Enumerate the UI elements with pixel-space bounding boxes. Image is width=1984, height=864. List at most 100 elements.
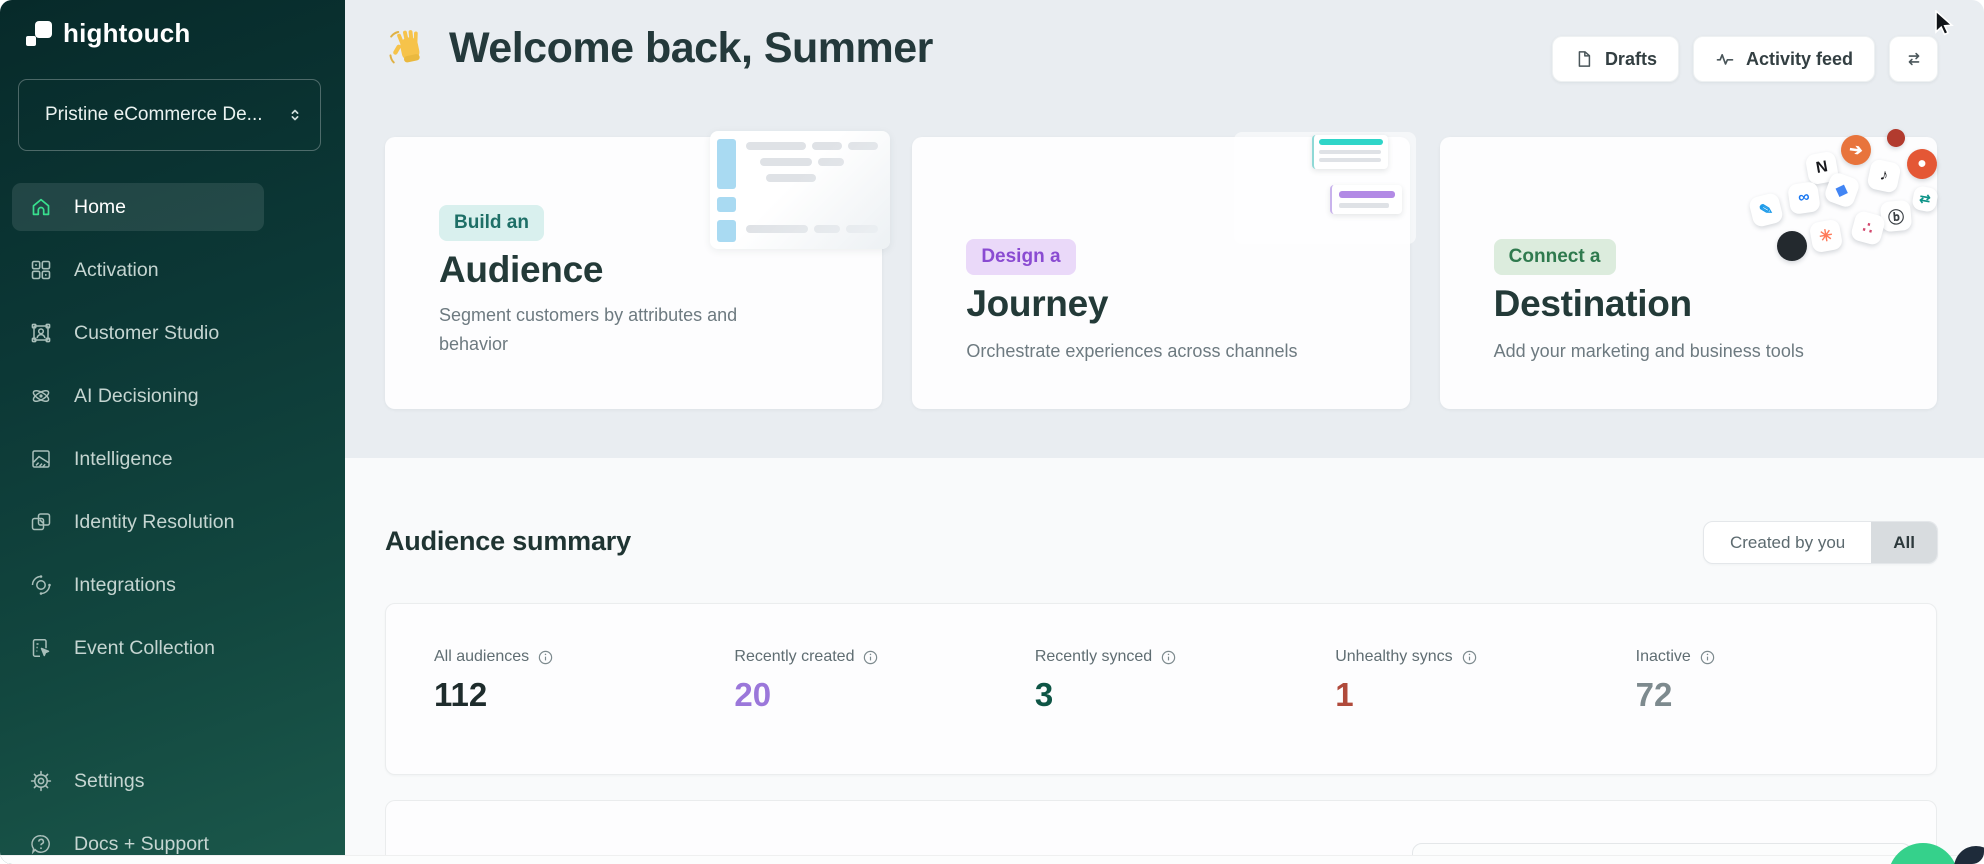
workspace-name: Pristine eCommerce De... [45, 104, 263, 125]
card-description: Segment customers by attributes and beha… [439, 305, 738, 354]
tiktok-logo-icon: ♪ [1866, 158, 1902, 194]
hightouch-logo[interactable]: hightouch [26, 18, 190, 49]
workspace-selector[interactable]: Pristine eCommerce De... [18, 79, 321, 151]
sidebar-item-label: Activation [74, 258, 159, 281]
sidebar-item-label: Integrations [74, 573, 176, 596]
document-icon [1574, 49, 1594, 69]
sidebar-item-label: Settings [74, 769, 145, 792]
hightouch-logo-icon [26, 20, 52, 47]
identity-resolution-icon [29, 510, 53, 534]
stat-unhealthy-syncs: Unhealthy syncs 1 [1335, 648, 1635, 774]
hubspot-logo-icon: ✳ [1808, 218, 1844, 254]
stat-value: 112 [434, 676, 488, 713]
audience-illustration [710, 131, 891, 249]
hightouch-logo-text: hightouch [63, 18, 191, 48]
sidebar-item-label: AI Decisioning [74, 384, 199, 407]
beacons-logo-icon: ⓑ [1879, 199, 1913, 233]
sidebar-item-home[interactable]: Home [12, 183, 264, 231]
greeting-text: Welcome back, Summer [449, 24, 933, 72]
filter-all[interactable]: All [1871, 522, 1937, 563]
stat-value: 72 [1635, 676, 1673, 713]
activation-icon [29, 258, 53, 282]
scribble-logo-icon: ✎ [1747, 191, 1785, 229]
sidebar-item-ai-decisioning[interactable]: AI Decisioning [12, 372, 264, 420]
sidebar-item-docs-support[interactable]: Docs + Support [12, 820, 264, 864]
stat-label: Inactive [1635, 648, 1691, 665]
sidebar-item-settings[interactable]: Settings [12, 757, 264, 805]
share-logo-icon: ➔ [1839, 133, 1873, 167]
corner-widget [1954, 846, 1984, 864]
card-description: Orchestrate experiences across channels [966, 341, 1298, 361]
stat-value: 3 [1034, 676, 1054, 713]
stat-label: All audiences [434, 648, 530, 665]
design-journey-card[interactable]: Design a Journey Orchestrate experiences… [912, 132, 1416, 409]
page-title: Welcome back, Summer [387, 24, 933, 73]
main-content: Welcome back, Summer Drafts Activity fee… [345, 0, 1984, 864]
collapse-panel-button[interactable] [1889, 36, 1938, 82]
activity-feed-button[interactable]: Activity feed [1692, 36, 1875, 82]
sidebar-item-activation[interactable]: Activation [12, 246, 264, 294]
info-icon[interactable] [1699, 649, 1716, 666]
sidebar-item-label: Customer Studio [74, 321, 220, 344]
sidebar-item-integrations[interactable]: Integrations [12, 561, 264, 609]
info-icon[interactable] [1160, 649, 1177, 666]
integrations-icon [29, 573, 53, 597]
card-badge: Connect a [1493, 239, 1616, 275]
sidebar-item-identity-resolution[interactable]: Identity Resolution [12, 498, 264, 546]
sidebar-item-label: Intelligence [74, 447, 173, 470]
sidebar-item-intelligence[interactable]: Intelligence [12, 435, 264, 483]
drafts-button[interactable]: Drafts [1551, 36, 1679, 82]
customer-studio-icon [29, 321, 53, 345]
info-icon[interactable] [1461, 649, 1478, 666]
stat-label: Recently synced [1034, 648, 1153, 665]
stat-all-audiences: All audiences 112 [434, 648, 734, 774]
home-icon [29, 195, 53, 219]
stat-label: Unhealthy syncs [1335, 648, 1453, 665]
stat-value: 1 [1335, 676, 1354, 713]
sidebar-item-customer-studio[interactable]: Customer Studio [12, 309, 264, 357]
arrows-logo-icon: ⇄ [1911, 185, 1939, 213]
help-bubble-icon [29, 832, 53, 856]
card-description: Add your marketing and business tools [1493, 341, 1804, 361]
card-title: Destination [1493, 283, 1692, 324]
info-icon[interactable] [537, 649, 554, 666]
section-title: Audience summary [385, 526, 631, 556]
flag-logo-icon [1884, 126, 1908, 150]
gear-icon [29, 769, 53, 793]
activity-pulse-icon [1715, 49, 1735, 69]
card-badge: Design a [966, 239, 1076, 275]
card-title: Journey [966, 283, 1109, 324]
audience-filter-toggle: Created by you All [1702, 521, 1938, 564]
swap-arrows-icon [1904, 49, 1924, 69]
sidebar-item-label: Docs + Support [74, 832, 209, 855]
github-logo-icon [1776, 231, 1807, 261]
reddit-logo-icon: ● [1905, 147, 1939, 181]
info-icon[interactable] [862, 649, 879, 666]
stat-recently-synced: Recently synced 3 [1035, 648, 1335, 774]
card-badge: Build an [439, 205, 544, 241]
audience-summary-section: Audience summary Created by you All All … [345, 458, 1984, 864]
sidebar-item-event-collection[interactable]: Event Collection [12, 624, 264, 672]
sidebar-item-label: Home [74, 195, 127, 218]
sidebar: hightouch Pristine eCommerce De... Home … [0, 0, 345, 864]
stat-recently-created: Recently created 20 [734, 648, 1034, 774]
stat-label: Recently created [734, 648, 855, 665]
chevron-updown-icon [286, 106, 304, 124]
build-audience-card[interactable]: Build an Audience Segment customers by a… [385, 131, 891, 409]
filter-created-by-you[interactable]: Created by you [1729, 532, 1846, 552]
destination-logos-illustration: N ➔ ♪ ● ✎ ∞ ◆ ⇄ ⓑ ∴ ✳ [1745, 126, 1941, 261]
stat-inactive: Inactive 72 [1636, 648, 1936, 774]
journey-node-card [1311, 135, 1388, 169]
sidebar-footer-nav: Settings Docs + Support [12, 757, 264, 864]
wave-emoji-icon [387, 26, 433, 72]
connect-destination-card[interactable]: N ➔ ♪ ● ✎ ∞ ◆ ⇄ ⓑ ∴ ✳ Connect a Destinat… [1439, 126, 1939, 409]
next-section-card [385, 800, 1937, 864]
chat-widget-button[interactable] [1888, 843, 1958, 864]
activity-feed-button-label: Activity feed [1745, 48, 1853, 69]
event-collection-icon [29, 636, 53, 660]
meta-logo-icon: ∞ [1787, 181, 1821, 215]
sidebar-nav: Home Activation Customer Studio AI Decis… [12, 183, 264, 672]
card-title: Audience [439, 249, 604, 290]
header-actions: Drafts Activity feed [1551, 36, 1938, 82]
